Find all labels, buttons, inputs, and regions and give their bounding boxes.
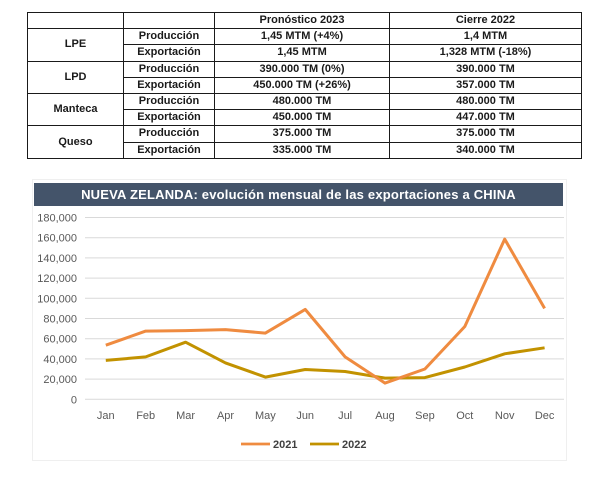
svg-text:2021: 2021 <box>273 439 297 451</box>
svg-text:Sep: Sep <box>415 410 435 422</box>
svg-text:Mar: Mar <box>176 410 195 422</box>
svg-text:0: 0 <box>71 394 77 406</box>
svg-text:Nov: Nov <box>495 410 515 422</box>
svg-text:60,000: 60,000 <box>43 334 77 346</box>
svg-text:Oct: Oct <box>456 410 473 422</box>
svg-text:Jun: Jun <box>296 410 314 422</box>
svg-text:Jul: Jul <box>338 410 352 422</box>
svg-text:2022: 2022 <box>342 439 366 451</box>
svg-text:40,000: 40,000 <box>43 354 77 366</box>
svg-text:Feb: Feb <box>136 410 155 422</box>
svg-text:180,000: 180,000 <box>37 213 77 225</box>
svg-text:Jan: Jan <box>97 410 115 422</box>
svg-text:20,000: 20,000 <box>43 374 77 386</box>
svg-text:80,000: 80,000 <box>43 314 77 326</box>
svg-text:120,000: 120,000 <box>37 273 77 285</box>
svg-text:100,000: 100,000 <box>37 293 77 305</box>
svg-text:Aug: Aug <box>375 410 395 422</box>
svg-text:Apr: Apr <box>217 410 234 422</box>
svg-text:160,000: 160,000 <box>37 233 77 245</box>
svg-text:140,000: 140,000 <box>37 253 77 265</box>
svg-text:Dec: Dec <box>535 410 555 422</box>
svg-text:May: May <box>255 410 276 422</box>
